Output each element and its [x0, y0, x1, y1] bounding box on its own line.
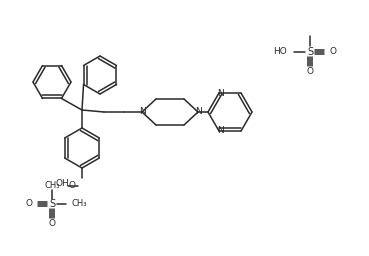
Text: O: O [48, 219, 55, 229]
Text: HO: HO [273, 48, 287, 57]
Text: O: O [307, 67, 314, 76]
Text: O: O [329, 48, 336, 57]
Text: S: S [49, 199, 55, 209]
Text: N: N [217, 89, 223, 99]
Text: S: S [307, 47, 313, 57]
Text: CH₃: CH₃ [45, 182, 60, 190]
Text: OH: OH [55, 179, 69, 188]
Text: O: O [26, 199, 33, 208]
Text: N: N [194, 108, 201, 116]
Text: N: N [217, 125, 223, 135]
Text: O: O [69, 182, 76, 190]
Text: N: N [139, 108, 145, 116]
Text: CH₃: CH₃ [72, 199, 87, 208]
